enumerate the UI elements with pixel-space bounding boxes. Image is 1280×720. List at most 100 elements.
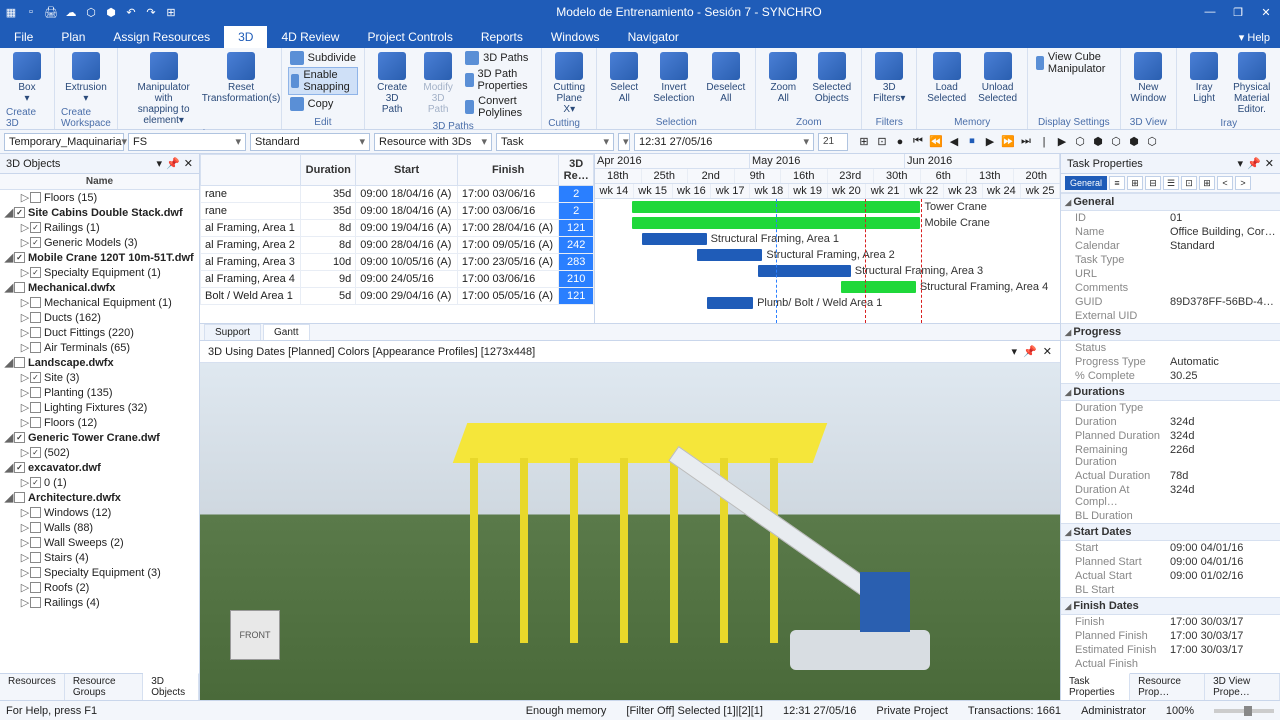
combo-box[interactable]: Temporary_Maquinaria▾ xyxy=(4,133,124,151)
property-row[interactable]: External UID xyxy=(1061,309,1280,323)
toolbar-icon[interactable]: ⊞ xyxy=(856,134,872,150)
ribbon-small-button[interactable]: Enable Snapping xyxy=(288,67,358,95)
property-row[interactable]: Estimated Finish17:00 30/03/17 xyxy=(1061,643,1280,657)
property-row[interactable]: NameOffice Building, Cor… xyxy=(1061,225,1280,239)
toolbar-icon[interactable]: ◀ xyxy=(946,134,962,150)
ribbon-small-button[interactable]: Convert Polylines xyxy=(463,94,535,120)
ribbon-small-button[interactable]: View Cube Manipulator xyxy=(1034,50,1113,76)
ribbon-button[interactable]: SelectedObjects xyxy=(808,50,855,106)
property-row[interactable]: Planned Finish17:00 30/03/17 xyxy=(1061,629,1280,643)
combo-box[interactable]: 12:31 27/05/16▾ xyxy=(634,133,814,151)
toolbar-icon[interactable]: ⬡ xyxy=(1144,134,1160,150)
ribbon-small-button[interactable]: 3D Paths xyxy=(463,50,535,66)
prop-tab-icon[interactable]: General xyxy=(1065,176,1107,190)
toolbar-icon[interactable]: ⏪ xyxy=(928,134,944,150)
ribbon-button[interactable]: Manipulator withsnapping to element▾ xyxy=(124,50,204,128)
menu-windows[interactable]: Windows xyxy=(537,26,614,48)
property-row[interactable]: Planned Duration324d xyxy=(1061,429,1280,443)
property-row[interactable]: GUID89D378FF-56BD-4… xyxy=(1061,295,1280,309)
ribbon-button[interactable]: IrayLight xyxy=(1183,50,1225,106)
task-grid[interactable]: DurationStartFinish3DRe…rane35d09:00 18/… xyxy=(200,154,595,323)
combo-box[interactable]: Task▾ xyxy=(496,133,614,151)
pin-icon[interactable]: 📌 xyxy=(1247,157,1261,170)
property-group[interactable]: Start Dates xyxy=(1061,523,1280,541)
toolbar-icon[interactable]: | xyxy=(1036,134,1052,150)
property-group[interactable]: Durations xyxy=(1061,383,1280,401)
property-row[interactable]: Task Type xyxy=(1061,253,1280,267)
tree-node[interactable]: ▷Lighting Fixtures (32) xyxy=(0,400,199,415)
tree-node[interactable]: ▷Windows (12) xyxy=(0,505,199,520)
ribbon-button[interactable]: CuttingPlane X▾ xyxy=(548,50,590,117)
close-icon[interactable]: ✕ xyxy=(1043,345,1052,358)
qat-icon[interactable]: ↶ xyxy=(124,5,138,19)
ribbon-button[interactable]: DeselectAll xyxy=(702,50,749,106)
property-row[interactable]: Duration Type xyxy=(1061,401,1280,415)
tree-node[interactable]: ▷0 (1) xyxy=(0,475,199,490)
help-menu[interactable]: ▾ Help xyxy=(1229,27,1280,48)
gantt-bar[interactable]: Plumb/ Bolt / Weld Area 1 xyxy=(707,297,754,309)
property-row[interactable]: % Complete30.25 xyxy=(1061,369,1280,383)
close-icon[interactable]: ✕ xyxy=(184,157,193,170)
3d-viewport[interactable]: FRONT xyxy=(200,363,1060,700)
tree-node[interactable]: ▷Planting (135) xyxy=(0,385,199,400)
property-group[interactable]: General xyxy=(1061,193,1280,211)
combo-box[interactable]: FS▾ xyxy=(128,133,246,151)
pin-icon[interactable]: 📌 xyxy=(166,157,180,170)
tree-node[interactable]: ◢Landscape.dwfx xyxy=(0,355,199,370)
dropdown-icon[interactable]: ▾ xyxy=(1238,157,1244,170)
tree-node[interactable]: ▷(502) xyxy=(0,445,199,460)
property-row[interactable]: Planned Start09:00 04/01/16 xyxy=(1061,555,1280,569)
tree-node[interactable]: ◢Mobile Crane 120T 10m-51T.dwf xyxy=(0,250,199,265)
property-row[interactable]: Actual Finish xyxy=(1061,657,1280,671)
menu-assign-resources[interactable]: Assign Resources xyxy=(99,26,224,48)
ribbon-button[interactable]: SelectAll xyxy=(603,50,645,106)
tree-node[interactable]: ◢Generic Tower Crane.dwf xyxy=(0,430,199,445)
ribbon-button[interactable]: ZoomAll xyxy=(762,50,804,106)
property-row[interactable]: Remaining Duration226d xyxy=(1061,443,1280,469)
tree-node[interactable]: ▷Railings (1) xyxy=(0,220,199,235)
property-row[interactable]: BL Start xyxy=(1061,583,1280,597)
property-row[interactable]: Duration At Compl…324d xyxy=(1061,483,1280,509)
qat-icon[interactable]: ☁ xyxy=(64,5,78,19)
tab[interactable]: Resource Prop… xyxy=(1130,674,1205,700)
property-grid[interactable]: GeneralID01NameOffice Building, Cor…Cale… xyxy=(1061,193,1280,673)
property-group[interactable]: Finish Dates xyxy=(1061,597,1280,615)
tree-node[interactable]: ▷Walls (88) xyxy=(0,520,199,535)
toolbar-icon[interactable]: ⬡ xyxy=(1072,134,1088,150)
tree-node[interactable]: ▷Air Terminals (65) xyxy=(0,340,199,355)
qat-icon[interactable]: ⊞ xyxy=(164,5,178,19)
table-row[interactable]: al Framing, Area 28d09:00 28/04/16 (A)17… xyxy=(201,237,594,254)
table-row[interactable]: Bolt / Weld Area 15d09:00 29/04/16 (A)17… xyxy=(201,288,594,305)
ribbon-button[interactable]: 3DFilters▾ xyxy=(868,50,910,106)
pin-icon[interactable]: ▾ xyxy=(157,157,163,170)
ribbon-button[interactable]: Extrusion▾ xyxy=(61,50,111,106)
ribbon-button[interactable]: ResetTransformation(s) xyxy=(207,50,274,106)
tree-node[interactable]: ▷Stairs (4) xyxy=(0,550,199,565)
tree-node[interactable]: ▷Mechanical Equipment (1) xyxy=(0,295,199,310)
tree-node[interactable]: ▷Railings (4) xyxy=(0,595,199,610)
property-row[interactable]: Finish17:00 30/03/17 xyxy=(1061,615,1280,629)
ribbon-button[interactable]: UnloadSelected xyxy=(974,50,1021,106)
menu-file[interactable]: File xyxy=(0,26,47,48)
toolbar-icon[interactable]: ⬡ xyxy=(1108,134,1124,150)
menu-4d-review[interactable]: 4D Review xyxy=(267,26,353,48)
prop-tab-icon[interactable]: ⊞ xyxy=(1127,176,1143,190)
tree-node[interactable]: ▷Specialty Equipment (3) xyxy=(0,565,199,580)
tree-node[interactable]: ◢Architecture.dwfx xyxy=(0,490,199,505)
quick-access-toolbar[interactable]: ▦▫🖨☁⬡⬢↶↷⊞ xyxy=(4,5,178,19)
ribbon-button[interactable]: LoadSelected xyxy=(923,50,970,106)
prop-tab-icon[interactable]: ≡ xyxy=(1109,176,1125,190)
property-row[interactable]: Start09:00 04/01/16 xyxy=(1061,541,1280,555)
qat-icon[interactable]: ▫ xyxy=(24,5,38,19)
dropdown-icon[interactable]: ▾ xyxy=(1012,345,1018,358)
close-icon[interactable]: ✕ xyxy=(1265,157,1274,170)
ribbon-button[interactable]: Box▾ xyxy=(6,50,48,106)
tree-node[interactable]: ▷Roofs (2) xyxy=(0,580,199,595)
menu-plan[interactable]: Plan xyxy=(47,26,99,48)
ribbon-button[interactable]: PhysicalMaterial Editor. xyxy=(1229,50,1274,117)
qat-icon[interactable]: ↷ xyxy=(144,5,158,19)
prop-tab-icon[interactable]: ☰ xyxy=(1163,176,1179,190)
toolbar-icon[interactable]: ● xyxy=(892,134,908,150)
menu-project-controls[interactable]: Project Controls xyxy=(353,26,466,48)
toolbar-icon[interactable]: ⊡ xyxy=(874,134,890,150)
